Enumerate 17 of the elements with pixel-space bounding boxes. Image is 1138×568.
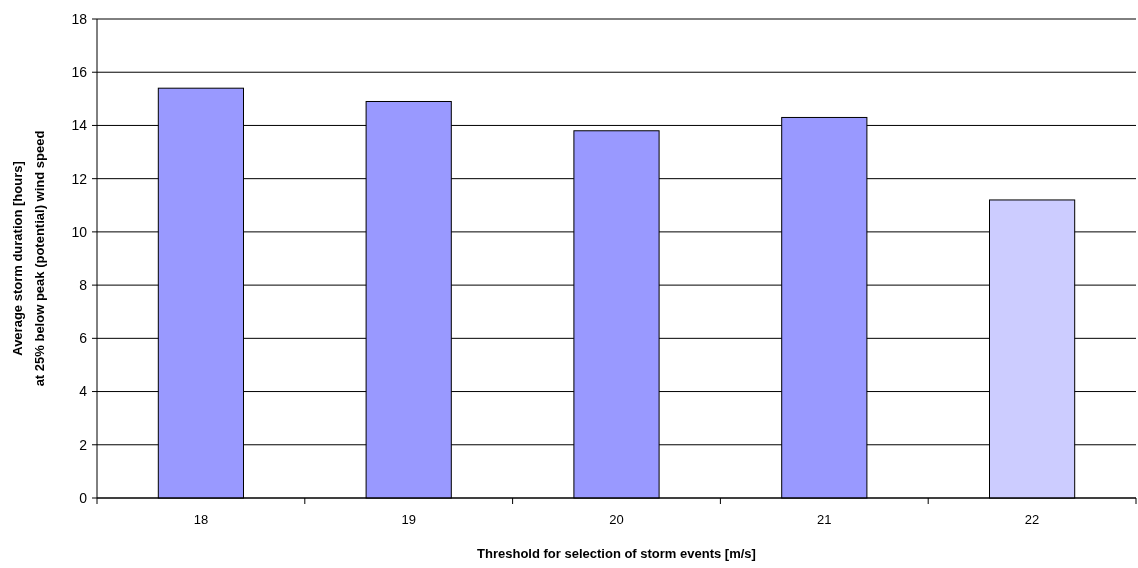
y-tick-label: 12 — [71, 170, 88, 187]
y-tick-label: 18 — [71, 10, 88, 27]
y-tick-label: 6 — [79, 330, 88, 347]
y-tick-label: 4 — [79, 383, 88, 400]
x-tick-label: 20 — [609, 512, 624, 527]
y-tick-label: 0 — [79, 489, 88, 506]
x-tick-label: 18 — [193, 512, 209, 527]
y-tick-label: 8 — [79, 277, 88, 294]
y-tick-label: 16 — [71, 64, 88, 81]
x-tick-label: 21 — [817, 512, 832, 527]
x-tick-label: 22 — [1024, 512, 1040, 527]
y-tick-label: 2 — [79, 436, 88, 453]
y-tick-label: 10 — [71, 223, 88, 240]
x-axis-title: Threshold for selection of storm events [m/s] — [477, 546, 756, 561]
x-tick-label: 19 — [401, 512, 416, 527]
y-tick-label: 14 — [71, 117, 88, 134]
y-axis-title: Average storm duration [hours] at 25% below peak (potential) wind speed — [10, 130, 47, 387]
